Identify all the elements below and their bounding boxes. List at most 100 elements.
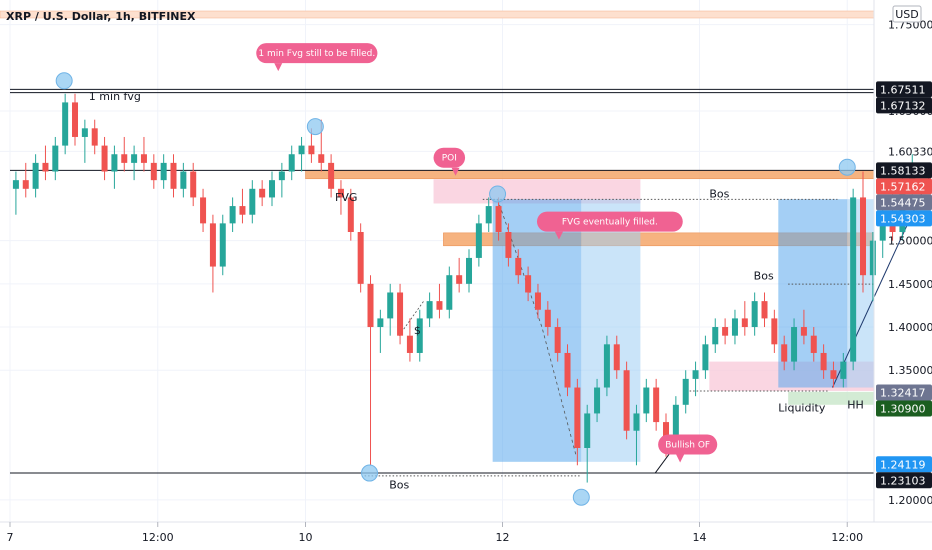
callout-bubble xyxy=(256,43,378,64)
candle-body xyxy=(200,197,207,224)
candle-body xyxy=(22,180,29,189)
swing-marker xyxy=(361,464,379,482)
price-badge xyxy=(876,162,932,179)
candle-body xyxy=(298,145,305,155)
chart-title: XRP / U.S. Dollar, 1h, BITFINEX xyxy=(6,10,196,23)
callout-text: POI xyxy=(442,154,457,164)
candle-body xyxy=(131,154,138,163)
price-tick-label: 1.40000 xyxy=(888,321,932,334)
annotation-label: Bos xyxy=(389,479,409,492)
currency-label: USD xyxy=(895,8,919,21)
candle-body xyxy=(781,344,788,362)
candle-body xyxy=(72,102,79,137)
price-badge-label: 1.23103 xyxy=(880,474,926,487)
callout-tail xyxy=(451,167,460,176)
callout-text: FVG eventually filled. xyxy=(562,218,658,228)
candle-body xyxy=(534,292,541,310)
callout-bubble xyxy=(658,434,718,455)
time-tick-label: 14 xyxy=(693,531,707,544)
markers xyxy=(55,72,856,506)
candle-body xyxy=(32,162,39,189)
callout-text: 1 min Fvg still to be filled. xyxy=(258,49,375,59)
time-tick-label: 10 xyxy=(299,531,313,544)
candle-body xyxy=(495,206,502,232)
annotation-label: FVG xyxy=(335,191,357,204)
price-badge xyxy=(876,210,932,227)
candle-body xyxy=(613,344,620,371)
candle-body xyxy=(416,318,423,353)
annotation-label: Bos xyxy=(754,270,774,283)
annotation-label: 1 min fvg xyxy=(89,90,141,103)
candle-body xyxy=(42,162,49,172)
candle-body xyxy=(475,223,482,258)
price-badge xyxy=(876,178,932,195)
callout-bubble xyxy=(433,147,466,168)
swing-marker xyxy=(572,488,590,506)
candle-body xyxy=(269,180,276,198)
candle-body xyxy=(367,283,374,328)
swing-marker xyxy=(306,118,324,136)
price-tick-label: 1.45000 xyxy=(888,278,932,291)
candle-body xyxy=(525,275,532,293)
price-badge-label: 1.58133 xyxy=(880,164,926,177)
price-badge-label: 1.67132 xyxy=(880,99,926,112)
time-tick-label: 12:00 xyxy=(142,531,174,544)
candle-body xyxy=(663,422,670,440)
candle-body xyxy=(288,154,295,172)
candle-body xyxy=(406,335,413,353)
time-tick-label: 12 xyxy=(496,531,510,544)
candle-body xyxy=(594,387,601,414)
candle-body xyxy=(278,171,285,181)
annotation-label: HH xyxy=(847,398,864,411)
candle-body xyxy=(140,154,147,163)
candle-body xyxy=(584,413,591,448)
callout-tail xyxy=(676,454,685,463)
price-badge xyxy=(876,81,932,98)
zone-bluelight xyxy=(581,199,641,462)
candle-body xyxy=(160,162,167,181)
candle-body xyxy=(682,378,689,405)
candle-body xyxy=(505,232,512,258)
candle-body xyxy=(810,335,817,353)
candle-body xyxy=(741,318,748,328)
projection-line xyxy=(497,199,577,457)
price-badge xyxy=(876,194,932,211)
candle-body xyxy=(751,301,758,328)
swing-marker xyxy=(55,72,73,90)
candle-body xyxy=(91,128,98,146)
price-badge-label: 1.54475 xyxy=(880,196,926,209)
time-tick-label: 7 xyxy=(7,531,14,544)
candle-body xyxy=(308,145,315,155)
candle-body xyxy=(800,327,807,336)
candle-body xyxy=(101,145,108,172)
candle-body xyxy=(771,318,778,345)
candle-body xyxy=(337,188,344,198)
price-badge xyxy=(876,384,932,401)
currency-box[interactable] xyxy=(892,5,922,23)
time-tick-label: 12:00 xyxy=(831,531,863,544)
candle-body xyxy=(229,206,236,224)
price-tick-label: 1.20000 xyxy=(888,494,932,507)
candle-body xyxy=(62,102,69,146)
candle-body xyxy=(731,318,738,336)
candle-body xyxy=(554,327,561,353)
candle-body xyxy=(436,301,443,310)
bubbles: 1 min Fvg still to be filled. POI FVG even… xyxy=(256,43,718,463)
candle-body xyxy=(426,301,433,319)
price-badge xyxy=(876,472,932,489)
candle-body xyxy=(446,275,453,310)
callout-text: Bullish OF xyxy=(665,441,710,451)
candle-body xyxy=(456,275,463,284)
candle-body xyxy=(564,352,571,388)
candle-body xyxy=(820,352,827,371)
candle-body xyxy=(12,180,19,189)
price-badge-label: 1.57162 xyxy=(880,180,926,193)
candle-body xyxy=(485,206,492,224)
candle-body xyxy=(643,387,650,414)
zone-green xyxy=(788,391,874,405)
candle-body xyxy=(830,370,837,379)
candle-body xyxy=(603,344,610,388)
candle-body xyxy=(397,292,404,336)
